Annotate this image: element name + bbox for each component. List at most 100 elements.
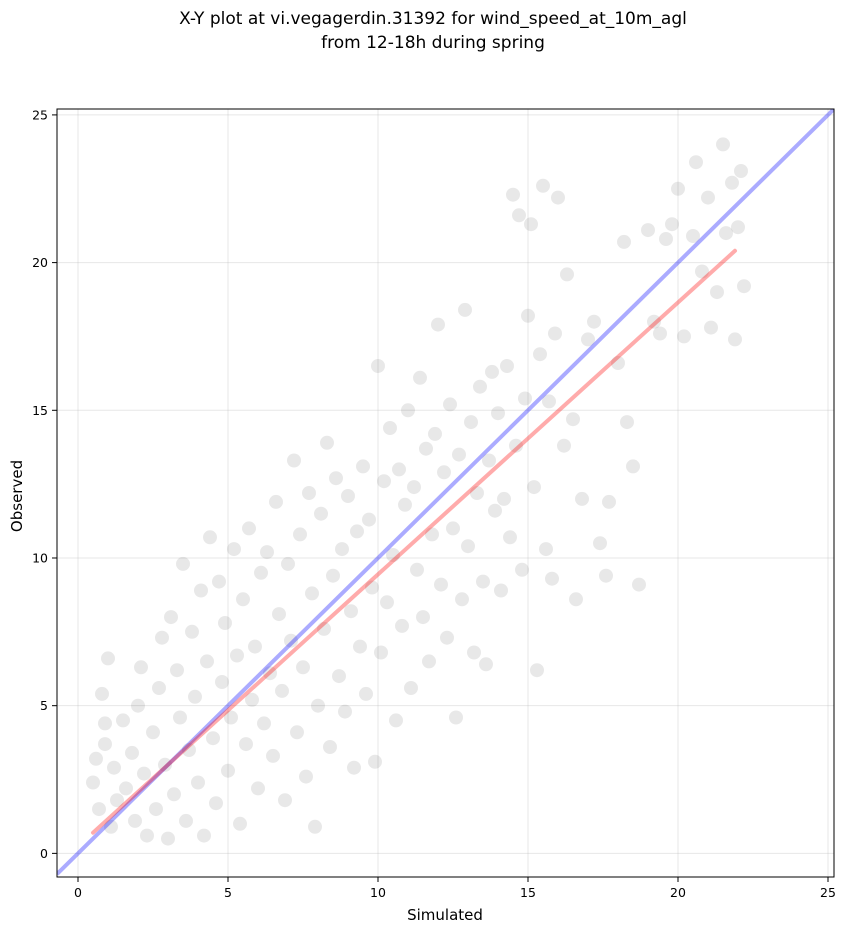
scatter-point <box>491 406 505 421</box>
scatter-point <box>509 438 523 453</box>
scatter-point <box>701 190 715 205</box>
y-axis-label: Observed <box>8 460 26 532</box>
scatter-point <box>347 760 361 775</box>
scatter-point <box>257 716 271 731</box>
scatter-point <box>512 208 526 223</box>
scatter-point <box>500 359 514 373</box>
grid-lines <box>57 109 834 877</box>
scatter-point <box>524 217 538 232</box>
scatter-point <box>542 394 556 409</box>
scatter-point <box>515 562 529 577</box>
scatter-point <box>566 412 580 427</box>
scatter-point <box>386 548 400 562</box>
scatter-point <box>281 556 295 571</box>
scatter-point <box>356 459 370 474</box>
y-tick-label-1: 5 <box>40 698 48 713</box>
scatter-point <box>134 660 148 675</box>
scatter-point <box>290 725 304 740</box>
scatter-point <box>224 710 238 725</box>
scatter-point <box>266 748 280 763</box>
scatter-point <box>539 542 553 557</box>
scatter-point <box>89 751 103 766</box>
scatter-point <box>443 397 457 412</box>
scatter-point <box>260 545 274 560</box>
scatter-point <box>263 666 277 681</box>
plot-area <box>57 109 834 876</box>
scatter-point <box>326 568 340 583</box>
scatter-point <box>221 763 235 778</box>
scatter-point <box>461 539 475 554</box>
scatter-point <box>107 760 121 775</box>
scatter-point <box>689 155 703 170</box>
scatter-point <box>470 486 484 500</box>
scatter-point <box>527 480 541 495</box>
scatter-point <box>419 441 433 456</box>
scatter-point <box>110 793 124 808</box>
scatter-point <box>164 610 178 625</box>
scatter-point <box>341 489 355 503</box>
y-tick-label-3: 15 <box>32 403 48 418</box>
scatter-point <box>137 766 151 781</box>
scatter-point <box>551 190 565 205</box>
scatter-point <box>437 465 451 480</box>
scatter-point <box>731 220 745 235</box>
scatter-point <box>140 828 154 843</box>
x-tick-label-2: 10 <box>370 885 386 900</box>
scatter-point <box>446 521 460 536</box>
scatter-point <box>704 320 718 335</box>
scatter-point <box>305 586 319 601</box>
scatter-point <box>215 675 229 689</box>
scatter-point <box>302 486 316 500</box>
scatter-point <box>161 831 175 846</box>
scatter-point <box>362 512 376 527</box>
scatter-point <box>116 713 130 728</box>
scatter-point <box>323 740 337 754</box>
scatter-point <box>344 604 358 619</box>
scatter-point <box>368 754 382 769</box>
scatter-point <box>200 654 214 669</box>
scatter-point <box>272 607 286 622</box>
scatter-point <box>665 217 679 232</box>
scatter-point <box>473 379 487 394</box>
scatter-point <box>191 775 205 790</box>
scatter-point <box>440 630 454 645</box>
scatter-point <box>338 704 352 719</box>
scatter-point <box>455 592 469 607</box>
scatter-point <box>188 689 202 704</box>
scatter-point <box>329 471 343 486</box>
scatter-point <box>395 618 409 633</box>
x-tick-label-5: 25 <box>820 885 836 900</box>
scatter-point <box>284 633 298 648</box>
scatter-point <box>152 681 166 695</box>
scatter-point <box>92 802 106 817</box>
scatter-point <box>647 314 661 329</box>
scatter-point <box>119 781 133 796</box>
scatter-point <box>194 583 208 598</box>
scatter-point <box>641 223 655 238</box>
chart-title-line-2: from 12-18h during spring <box>321 33 545 53</box>
scatter-point <box>716 137 730 152</box>
scatter-point <box>170 663 184 678</box>
scatter-point <box>653 326 667 341</box>
scatter-point <box>182 743 196 757</box>
scatter-point <box>233 816 247 831</box>
scatter-point <box>230 648 244 663</box>
scatter-point <box>428 426 442 441</box>
scatter-point <box>173 710 187 725</box>
scatter-point <box>587 314 601 329</box>
scatter-point <box>380 595 394 610</box>
scatter-point <box>179 813 193 828</box>
scatter-point <box>254 565 268 580</box>
y-tick-label-0: 0 <box>40 846 48 861</box>
scatter-point <box>536 178 550 193</box>
y-tick-label-4: 20 <box>32 255 48 270</box>
scatter-point <box>149 802 163 817</box>
scatter-point <box>632 577 646 592</box>
scatter-point <box>95 686 109 701</box>
scatter-point <box>299 769 313 784</box>
scatter-point <box>710 285 724 300</box>
scatter-point <box>659 232 673 246</box>
scatter-point <box>146 725 160 740</box>
scatter-point <box>98 737 112 752</box>
